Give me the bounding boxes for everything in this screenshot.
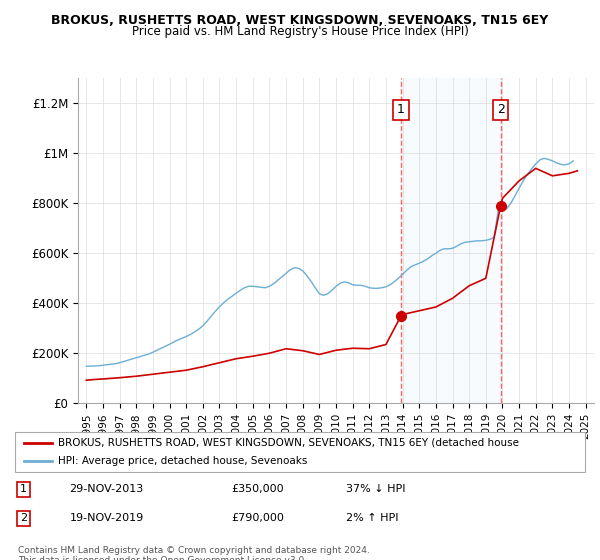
Text: 2: 2 xyxy=(20,514,27,523)
Text: 1: 1 xyxy=(20,484,27,494)
FancyBboxPatch shape xyxy=(15,432,585,473)
Text: 29-NOV-2013: 29-NOV-2013 xyxy=(70,484,144,494)
Text: Contains HM Land Registry data © Crown copyright and database right 2024.
This d: Contains HM Land Registry data © Crown c… xyxy=(18,546,370,560)
Text: 37% ↓ HPI: 37% ↓ HPI xyxy=(346,484,406,494)
Bar xyxy=(401,78,500,403)
Text: 2% ↑ HPI: 2% ↑ HPI xyxy=(346,514,398,523)
Text: BROKUS, RUSHETTS ROAD, WEST KINGSDOWN, SEVENOAKS, TN15 6EY (detached house: BROKUS, RUSHETTS ROAD, WEST KINGSDOWN, S… xyxy=(58,438,519,448)
Text: BROKUS, RUSHETTS ROAD, WEST KINGSDOWN, SEVENOAKS, TN15 6EY: BROKUS, RUSHETTS ROAD, WEST KINGSDOWN, S… xyxy=(52,14,548,27)
Text: Price paid vs. HM Land Registry's House Price Index (HPI): Price paid vs. HM Land Registry's House … xyxy=(131,25,469,38)
Text: £790,000: £790,000 xyxy=(231,514,284,523)
Text: £350,000: £350,000 xyxy=(231,484,284,494)
Text: 19-NOV-2019: 19-NOV-2019 xyxy=(70,514,144,523)
Text: HPI: Average price, detached house, Sevenoaks: HPI: Average price, detached house, Seve… xyxy=(58,456,307,466)
Text: 1: 1 xyxy=(397,104,405,116)
Text: 2: 2 xyxy=(497,104,505,116)
